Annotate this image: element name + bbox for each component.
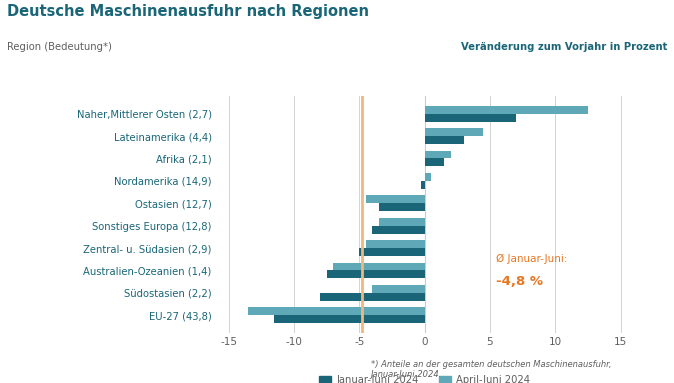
Text: Veränderung zum Vorjahr in Prozent: Veränderung zum Vorjahr in Prozent (461, 42, 667, 52)
Bar (333, 263, 425, 270)
Text: Deutsche Maschinenausfuhr nach Regionen: Deutsche Maschinenausfuhr nach Regionen (7, 4, 369, 19)
Text: *) Anteile an der gesamten deutschen Maschinenausfuhr,
Januar-Juni 2024.: *) Anteile an der gesamten deutschen Mas… (371, 360, 611, 379)
Bar (425, 159, 444, 166)
Bar (425, 136, 464, 144)
Bar (425, 106, 588, 114)
Bar (274, 315, 425, 323)
Bar (366, 240, 425, 248)
Bar (372, 226, 425, 234)
Bar (327, 270, 425, 278)
Bar (359, 248, 425, 256)
Text: Region (Bedeutung*): Region (Bedeutung*) (7, 42, 112, 52)
Bar (425, 114, 516, 121)
Text: -4,8 %: -4,8 % (497, 275, 543, 288)
Bar (320, 293, 425, 301)
Bar (421, 181, 425, 189)
Bar (372, 285, 425, 293)
Bar (425, 173, 431, 181)
Legend: Januar-Juni 2024, April-Juni 2024: Januar-Juni 2024, April-Juni 2024 (315, 372, 534, 383)
Bar (379, 203, 425, 211)
Bar (248, 308, 425, 315)
Bar (379, 218, 425, 226)
Bar (425, 128, 483, 136)
Bar (425, 151, 451, 159)
Bar (366, 195, 425, 203)
Text: Ø Januar-Juni:: Ø Januar-Juni: (497, 254, 568, 264)
